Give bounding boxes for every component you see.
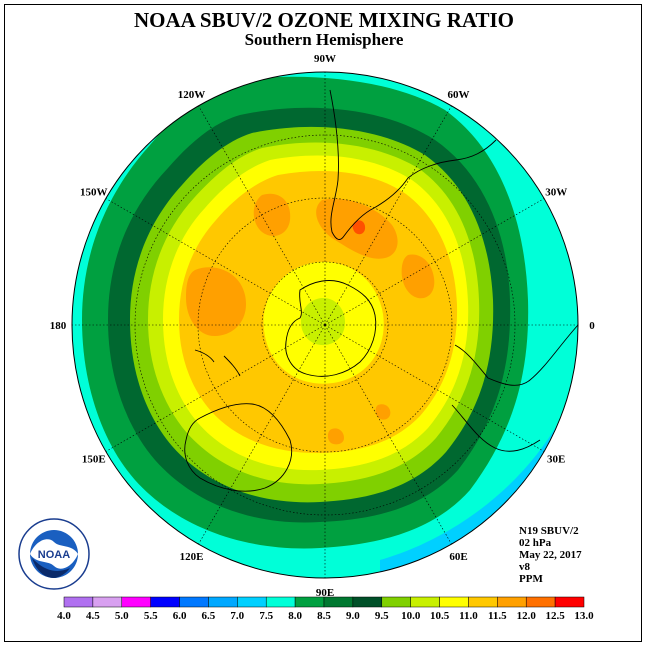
colorbar-swatch xyxy=(237,596,267,608)
colorbar-swatch xyxy=(265,596,296,608)
contour-11.0-11.5-f xyxy=(375,404,391,420)
meridian-line xyxy=(198,105,326,326)
longitude-label: 180 xyxy=(50,320,67,332)
colorbar-swatch xyxy=(121,596,151,608)
longitude-label: 90W xyxy=(314,53,336,65)
colorbar-swatch xyxy=(525,596,556,608)
longitude-label: 60E xyxy=(449,551,467,563)
noaa-logo: NOAA xyxy=(18,518,90,590)
map-frame xyxy=(4,4,642,642)
noaa-logo-text: NOAA xyxy=(38,549,70,561)
meridian-line xyxy=(324,105,452,326)
colorbar-swatch xyxy=(63,596,94,608)
colorbar-tick-label: 9.5 xyxy=(375,610,389,622)
colorbar-tick-label: 11.0 xyxy=(459,610,478,622)
meridian-line xyxy=(105,324,326,452)
page-subtitle: Southern Hemisphere xyxy=(244,30,404,49)
meridian-line xyxy=(105,198,326,326)
new-zealand-coast xyxy=(194,349,241,377)
colorbar-tick-label: 6.5 xyxy=(202,610,216,622)
longitude-label: 150E xyxy=(82,454,106,466)
colorbar-swatch xyxy=(352,596,383,608)
meridian-line xyxy=(324,324,545,452)
colorbar-tick-label: 12.0 xyxy=(517,610,537,622)
longitude-labels: 90W 60W 30W 0 30E 60E 90E 120E 150E 180 150W 120W xyxy=(50,53,596,599)
colorbar-tick-label: 11.5 xyxy=(488,610,507,622)
colorbar-tick-label: 5.0 xyxy=(115,610,129,622)
colorbar-swatch xyxy=(410,596,440,608)
colorbar-tick-label: 5.5 xyxy=(144,610,158,622)
longitude-label: 120E xyxy=(180,551,204,563)
info-units: PPM xyxy=(519,573,543,585)
colorbar-swatch xyxy=(294,596,325,608)
page-title: NOAA SBUV/2 OZONE MIXING RATIO xyxy=(134,8,514,32)
africa-coast xyxy=(454,324,578,386)
colorbar-swatch xyxy=(554,596,585,608)
contour-11.0-11.5-d xyxy=(401,254,435,299)
antarctica-coast xyxy=(285,280,377,377)
info-level: 02 hPa xyxy=(519,537,552,549)
colorbar: 4.0 4.5 5.0 5.5 6.0 6.5 7.0 7.5 8.0 8.5 9.0 9.5 10.0… xyxy=(57,596,594,622)
info-date: May 22, 2017 xyxy=(519,549,582,561)
colorbar-swatch xyxy=(381,596,411,608)
africa-coast-east xyxy=(451,404,541,452)
info-satellite: N19 SBUV/2 xyxy=(519,525,579,537)
contour-11.5-12.0 xyxy=(352,220,366,235)
info-version: v8 xyxy=(519,561,530,573)
colorbar-tick-label: 8.5 xyxy=(317,610,331,622)
colorbar-tick-label: 7.5 xyxy=(259,610,273,622)
longitude-label: 30W xyxy=(545,187,567,199)
colorbar-tick-label: 12.5 xyxy=(545,610,565,622)
colorbar-tick-label: 13.0 xyxy=(574,610,594,622)
contour-11.0-11.5-e xyxy=(327,428,344,445)
colorbar-tick-label: 6.0 xyxy=(173,610,187,622)
contour-11.0-11.5-a xyxy=(253,193,291,236)
longitude-label: 30E xyxy=(547,454,565,466)
info-block: N19 SBUV/2 02 hPa May 22, 2017 v8 PPM xyxy=(519,525,582,585)
colorbar-swatch xyxy=(208,596,238,608)
colorbar-swatch xyxy=(92,596,123,608)
colorbar-swatch xyxy=(323,596,354,608)
colorbar-tick-label: 4.0 xyxy=(57,610,71,622)
colorbar-swatch xyxy=(468,596,498,608)
australia-coast xyxy=(184,403,293,492)
meridian-line xyxy=(198,324,326,545)
map-boundary xyxy=(71,71,579,579)
colorbar-tick-label: 8.0 xyxy=(288,610,302,622)
coastlines xyxy=(184,89,578,492)
colorbar-swatch xyxy=(179,596,209,608)
contour-11.0-11.5-c xyxy=(186,267,247,337)
meridian-line xyxy=(324,324,452,545)
colorbar-tick-label: 4.5 xyxy=(86,610,100,622)
colorbar-swatch xyxy=(439,596,469,608)
longitude-label: 90E xyxy=(316,587,334,599)
graticule xyxy=(72,72,578,578)
meridian-line xyxy=(324,198,545,326)
colorbar-tick-label: 7.0 xyxy=(230,610,244,622)
colorbar-tick-label: 10.5 xyxy=(430,610,450,622)
longitude-label: 0 xyxy=(589,320,595,332)
longitude-label: 60W xyxy=(448,89,470,101)
ozone-contours xyxy=(72,72,578,578)
colorbar-swatch xyxy=(497,596,527,608)
colorbar-tick-label: 9.0 xyxy=(346,610,360,622)
colorbar-swatch xyxy=(150,596,180,608)
longitude-label: 120W xyxy=(178,89,206,101)
south-america-coast xyxy=(329,89,497,240)
colorbar-tick-label: 10.0 xyxy=(401,610,421,622)
longitude-label: 150W xyxy=(80,187,108,199)
